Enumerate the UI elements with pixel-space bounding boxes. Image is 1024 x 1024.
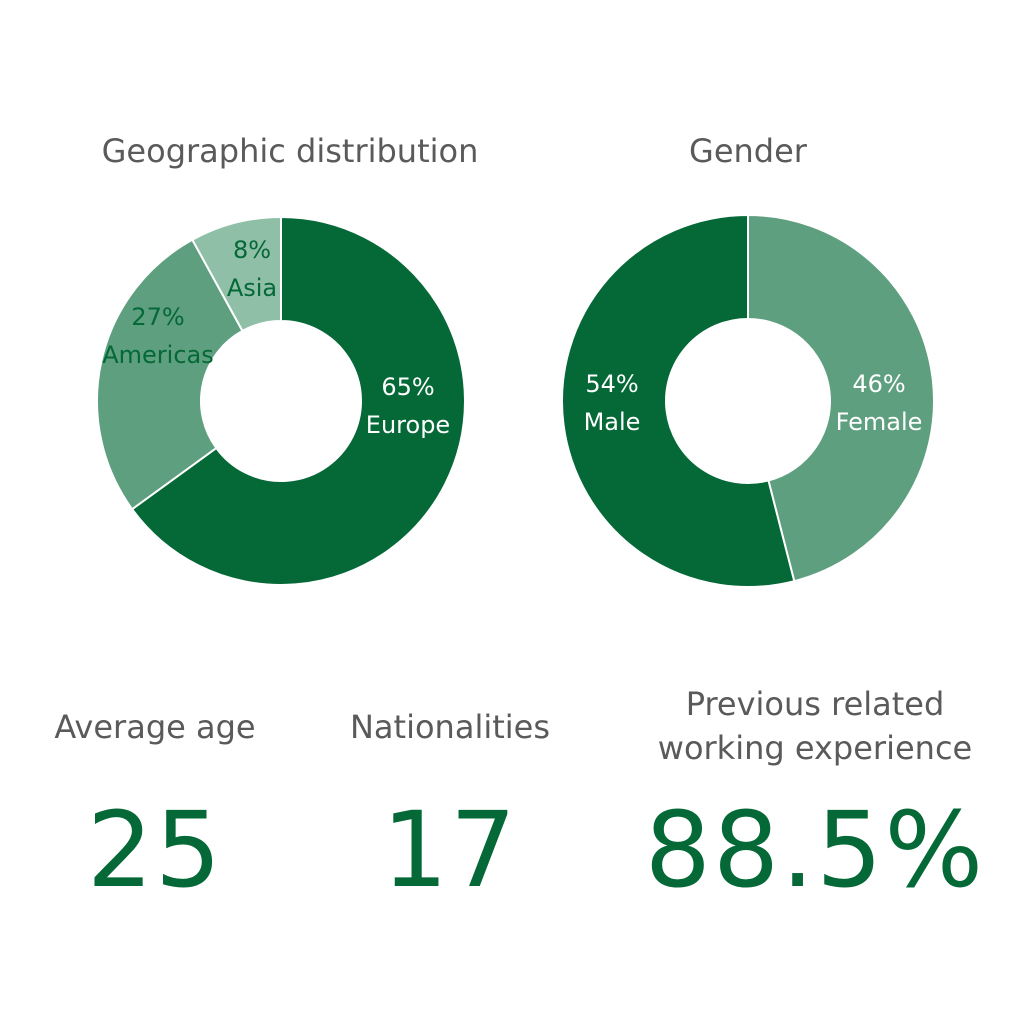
slice-label-europe: Europe <box>366 411 450 439</box>
slice-label-americas: Americas <box>102 341 214 369</box>
donut-charts: Geographic distribution 65% Europe 27% Ameri… <box>96 132 935 588</box>
slice-female <box>747 213 935 583</box>
donut-chart-2: Gender 46% Female 54% Male <box>561 132 935 588</box>
donut-chart-1: Geographic distribution 65% Europe 27% Ameri… <box>96 132 479 586</box>
slice-asia <box>190 215 282 333</box>
stat-label-average-age: Average age <box>54 708 256 746</box>
slice-percent-asia: 8% <box>233 236 271 264</box>
stat-value-working-experience: 88.5% <box>644 789 986 911</box>
slice-percent-europe: 65% <box>381 373 434 401</box>
slice-male <box>561 213 796 588</box>
slice-europe <box>130 215 466 586</box>
slice-label-asia: Asia <box>227 274 277 302</box>
slice-label-male: Male <box>584 408 641 436</box>
slice-americas <box>96 238 244 511</box>
slice-percent-female: 46% <box>852 370 905 398</box>
chart-title: Gender <box>689 132 808 170</box>
stat-label-working-experience: Previous related working experience <box>657 685 973 767</box>
slice-label-female: Female <box>836 408 923 436</box>
slice-percent-male: 54% <box>585 370 638 398</box>
chart-title: Geographic distribution <box>102 132 479 170</box>
slice-percent-americas: 27% <box>131 303 184 331</box>
stat-label-nationalities: Nationalities <box>349 708 551 746</box>
stat-value-nationalities: 17 <box>381 789 519 911</box>
stat-value-average-age: 25 <box>86 789 224 911</box>
